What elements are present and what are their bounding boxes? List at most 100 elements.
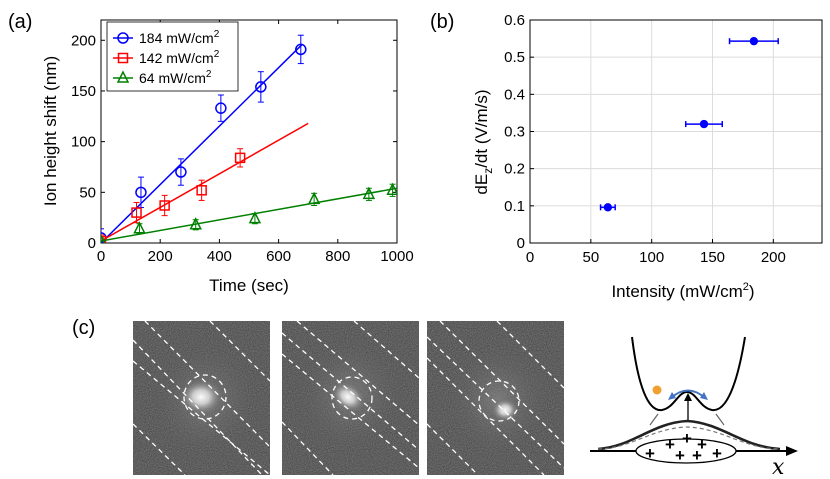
charge-plus: + [665, 435, 675, 454]
x-tick-label: 50 [582, 249, 599, 266]
data-point [295, 43, 307, 56]
ion-image-3 [427, 321, 564, 475]
x-tick-label: 0 [97, 248, 105, 265]
charge-plus: + [712, 444, 722, 463]
y-tick-label: 0.1 [504, 198, 525, 215]
ion-image-2 [282, 321, 419, 475]
data-point [196, 185, 207, 196]
legend-entry: 142 mW/cm2 [139, 49, 220, 66]
x-tick-label: 200 [148, 248, 173, 265]
panel-b-x-ticks: 0 50 100 150 200 [526, 239, 786, 266]
panel-b-label: (b) [430, 11, 454, 33]
charge-plus: + [682, 429, 692, 448]
charge-plus: + [675, 446, 685, 465]
x-tick-label: 600 [266, 248, 291, 265]
data-point [255, 81, 267, 93]
fit-line [101, 187, 397, 242]
y-tick-label: 0.6 [504, 12, 525, 29]
x-tick-label: 400 [207, 248, 232, 265]
x-tick-label: 800 [325, 248, 350, 265]
panel-b: (b) 0 50 100 150 200 0 0.1 0.2 0.3 0.4 0.5 0.6 Int… [430, 11, 823, 301]
charges: ++ ++ + + + [645, 429, 722, 465]
y-tick-label: 0.4 [504, 86, 525, 103]
series-0 [101, 34, 307, 243]
x-tick-label: 0 [526, 249, 534, 266]
legend-sup: 2 [214, 49, 220, 60]
y-tick-label: 0.2 [504, 161, 525, 178]
charge-plus: + [645, 444, 655, 463]
y-tick-label: 0 [517, 235, 525, 252]
legend-marker [117, 32, 129, 44]
series-1 [101, 122, 309, 243]
panel-c: (c) [72, 317, 798, 479]
x-axis-arrow-head [786, 446, 798, 456]
data-point [189, 217, 202, 230]
charge-plus: + [692, 446, 702, 465]
data-point [386, 182, 397, 196]
panel-c-label: (c) [72, 317, 95, 339]
charge-distribution-profile [597, 419, 781, 451]
data-point [307, 191, 321, 205]
panel-a-data [101, 34, 397, 243]
potential-schematic: ++ ++ + + + x [590, 336, 798, 479]
legend-text: 64 mW/cm [139, 70, 206, 86]
data-point [159, 200, 170, 211]
ion-image-1 [133, 321, 270, 475]
legend-marker [116, 70, 130, 83]
tunneling-arrow-head-left [668, 392, 676, 400]
x-tick-label: 200 [761, 249, 786, 266]
x-axis-label: x [772, 455, 785, 479]
y-tick-label: 150 [71, 83, 96, 100]
charge-plus: + [697, 435, 707, 454]
legend-sup: 2 [206, 69, 212, 80]
y-tick-label: 50 [79, 184, 96, 201]
legend-entry: 184 mW/cm2 [139, 29, 220, 46]
panel-a-ylabel: Ion height shift (nm) [41, 56, 60, 206]
y-tick-label: 0 [88, 235, 96, 252]
data-point [101, 234, 106, 243]
data-point [749, 36, 759, 46]
charge-distribution-dashed [597, 426, 781, 450]
data-point [215, 102, 227, 114]
legend-box [106, 21, 239, 92]
fit-line [101, 122, 309, 242]
axes-box [100, 19, 398, 244]
center-arrow-head [684, 393, 692, 401]
legend-text: 184 mW/cm [139, 30, 214, 46]
data-point [362, 186, 376, 200]
y-tick-label: 0.5 [504, 49, 525, 66]
y-tick-label: 0.3 [504, 124, 525, 141]
series-2 [101, 182, 397, 243]
panel-b-y-ticks: 0 0.1 0.2 0.3 0.4 0.5 0.6 [504, 12, 534, 252]
data-point [131, 207, 142, 218]
panel-a-axes-frame [100, 19, 398, 244]
connector-right [715, 413, 725, 426]
double-well-potential [631, 336, 746, 412]
data-point [248, 210, 262, 224]
legend-entry: 64 mW/cm2 [139, 69, 212, 86]
panel-a: (a) 0 200 400 600 800 1000 0 50 100 150 200 Time … [8, 11, 414, 295]
ion-crystal [635, 438, 737, 464]
panel-b-xlabel: Intensity (mW/cm2) [611, 281, 754, 301]
data-point [234, 152, 246, 164]
panel-b-grid [529, 19, 822, 244]
legend-text: 142 mW/cm [139, 50, 214, 66]
panel-b-data [599, 36, 779, 212]
x-tick-label: 1000 [380, 248, 413, 265]
y-tick-label: 100 [71, 134, 96, 151]
x-tick-label: 150 [700, 249, 725, 266]
data-point [101, 235, 107, 243]
y-tick-label: 200 [71, 32, 96, 49]
x-tick-label: 100 [639, 249, 664, 266]
data-point [133, 221, 146, 234]
panel-a-xlabel: Time (sec) [209, 276, 289, 295]
data-point [135, 186, 147, 199]
panel-a-x-ticks: 0 200 400 600 800 1000 [97, 20, 414, 265]
tunneling-arrow-head-right [700, 392, 708, 400]
connector-left [649, 413, 659, 426]
legend-marker [117, 52, 129, 64]
fit-line [101, 43, 303, 243]
legend-sup: 2 [214, 29, 220, 40]
